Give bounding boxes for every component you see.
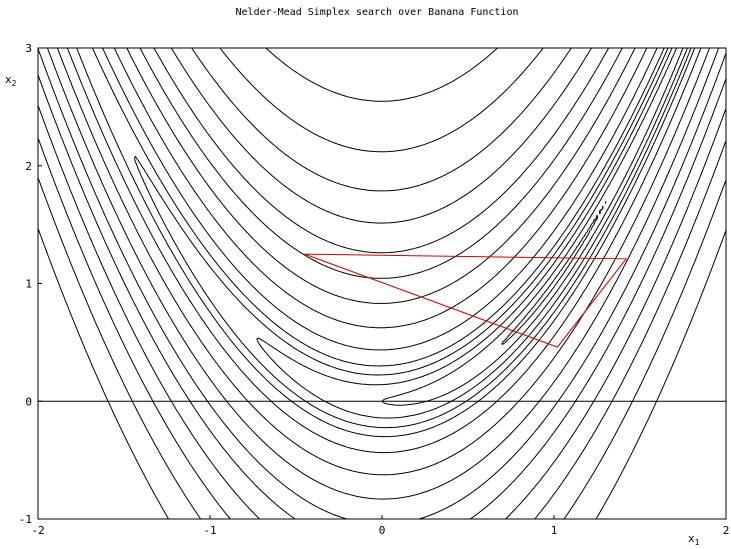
contour-line [66,47,702,454]
contour-line [256,47,688,419]
contour-line [37,47,727,520]
x-axis-label: x1 [688,532,700,547]
nelder-mead-simplex [304,253,628,348]
contour-line [381,47,684,406]
y-tick-label: -1 [19,513,32,526]
y-axis-label: x2 [5,73,17,88]
contour-line [37,47,727,520]
x-tick-label: 2 [723,524,730,537]
contour-line [47,47,720,500]
contour-line [37,47,727,520]
x-tick-label: -2 [31,524,44,537]
y-tick-label: 1 [25,278,32,291]
chart-title: Nelder-Mead Simplex search over Banana F… [236,7,519,18]
contour-line [37,47,727,520]
contour-line [76,47,696,438]
x-tick-label: -1 [203,524,216,537]
y-tick-label: 3 [25,42,32,55]
x-tick-label: 1 [551,524,558,537]
contour-line [134,47,692,429]
x-tick-label: 0 [379,524,386,537]
contour-line [37,47,727,520]
contour-line [56,47,710,476]
contour-line [501,201,607,346]
contour-lines [37,47,727,520]
y-tick-label: 0 [25,395,32,408]
contour-line [37,47,727,520]
y-tick-label: 2 [25,160,32,173]
